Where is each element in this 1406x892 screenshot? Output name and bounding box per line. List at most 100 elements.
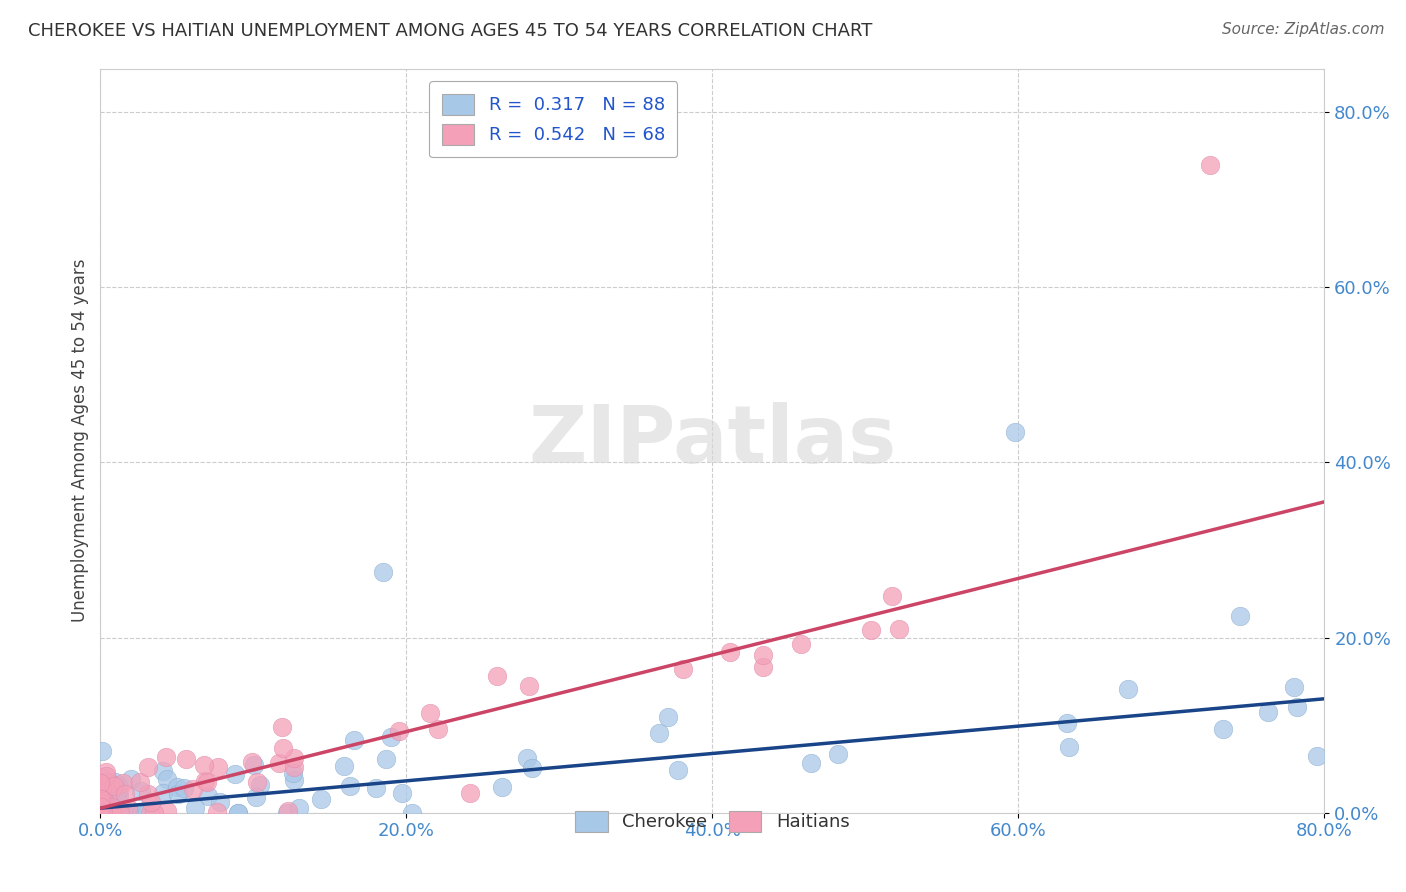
Point	[96, 802, 118, 816]
Point	[889, 622, 911, 636]
Point	[89, 791, 111, 805]
Point	[156, 804, 179, 818]
Point	[117, 801, 139, 815]
Point	[96, 805, 118, 820]
Point	[96, 805, 118, 820]
Point	[104, 775, 127, 789]
Point	[100, 775, 122, 789]
Point	[374, 752, 396, 766]
Point	[91, 781, 114, 796]
Point	[93, 794, 115, 808]
Point	[90, 782, 112, 797]
Point	[120, 805, 142, 820]
Point	[91, 785, 114, 799]
Point	[97, 805, 120, 820]
Point	[283, 751, 305, 765]
Point	[112, 776, 135, 790]
Point	[152, 764, 174, 778]
Point	[97, 800, 120, 814]
Point	[1229, 608, 1251, 623]
Point	[197, 774, 219, 789]
Point	[419, 706, 441, 720]
Point	[287, 800, 309, 814]
Point	[143, 805, 166, 820]
Point	[485, 669, 508, 683]
Point	[94, 805, 117, 820]
Point	[93, 805, 115, 820]
Point	[90, 774, 112, 789]
Point	[516, 750, 538, 764]
Point	[271, 720, 294, 734]
Point	[89, 805, 111, 820]
Point	[141, 795, 163, 809]
Point	[103, 779, 125, 793]
Point	[90, 797, 112, 811]
Point	[96, 802, 118, 816]
Point	[90, 805, 112, 820]
Point	[120, 772, 142, 787]
Point	[89, 776, 111, 790]
Point	[100, 783, 122, 797]
Point	[91, 802, 114, 816]
Point	[309, 792, 332, 806]
Point	[197, 789, 219, 803]
Point	[89, 805, 111, 820]
Point	[458, 786, 481, 800]
Point	[103, 801, 125, 815]
Point	[90, 744, 112, 758]
Point	[207, 805, 229, 819]
Point	[98, 805, 121, 820]
Point	[97, 787, 120, 801]
Point	[96, 805, 118, 820]
Point	[882, 589, 904, 603]
Point	[120, 805, 142, 820]
Point	[90, 800, 112, 814]
Point	[89, 780, 111, 795]
Point	[90, 780, 112, 794]
Point	[93, 775, 115, 789]
Point	[94, 799, 117, 814]
Point	[249, 778, 271, 792]
Point	[271, 740, 294, 755]
Point	[152, 786, 174, 800]
Point	[193, 757, 215, 772]
Point	[224, 767, 246, 781]
Point	[90, 805, 112, 819]
Point	[752, 660, 775, 674]
Point	[1056, 715, 1078, 730]
Point	[136, 805, 159, 820]
Point	[283, 760, 305, 774]
Point	[333, 758, 356, 772]
Point	[226, 805, 249, 820]
Point	[269, 756, 291, 770]
Point	[136, 788, 159, 802]
Point	[90, 805, 112, 819]
Point	[827, 747, 849, 761]
Point	[1116, 681, 1139, 696]
Point	[1282, 680, 1305, 694]
Point	[129, 805, 152, 820]
Text: ZIPatlas: ZIPatlas	[529, 401, 897, 480]
Point	[1198, 158, 1220, 172]
Text: CHEROKEE VS HAITIAN UNEMPLOYMENT AMONG AGES 45 TO 54 YEARS CORRELATION CHART: CHEROKEE VS HAITIAN UNEMPLOYMENT AMONG A…	[28, 22, 873, 40]
Point	[718, 645, 741, 659]
Point	[139, 805, 162, 820]
Point	[90, 802, 112, 816]
Point	[800, 756, 823, 770]
Point	[110, 805, 132, 820]
Point	[96, 769, 118, 783]
Point	[97, 805, 120, 820]
Point	[107, 784, 129, 798]
Point	[97, 805, 120, 820]
Point	[1286, 699, 1309, 714]
Point	[240, 755, 263, 769]
Point	[114, 787, 136, 801]
Point	[207, 759, 229, 773]
Point	[166, 780, 188, 794]
Point	[97, 777, 120, 791]
Point	[129, 784, 152, 798]
Point	[167, 787, 190, 801]
Point	[391, 786, 413, 800]
Point	[181, 782, 204, 797]
Y-axis label: Unemployment Among Ages 45 to 54 years: Unemployment Among Ages 45 to 54 years	[72, 259, 89, 623]
